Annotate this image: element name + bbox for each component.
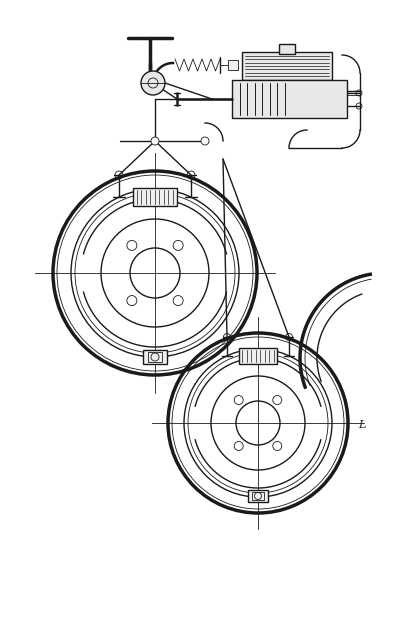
- Bar: [242, 52, 331, 80]
- Circle shape: [141, 71, 165, 95]
- Bar: [147, 352, 161, 362]
- Bar: [278, 44, 294, 54]
- Bar: [247, 490, 267, 502]
- Bar: [231, 80, 346, 118]
- Bar: [133, 188, 177, 206]
- Bar: [142, 350, 166, 364]
- Bar: [252, 492, 263, 500]
- Bar: [238, 348, 276, 364]
- Circle shape: [201, 137, 209, 145]
- Text: L: L: [357, 420, 365, 430]
- Circle shape: [151, 137, 159, 145]
- Bar: [228, 60, 237, 70]
